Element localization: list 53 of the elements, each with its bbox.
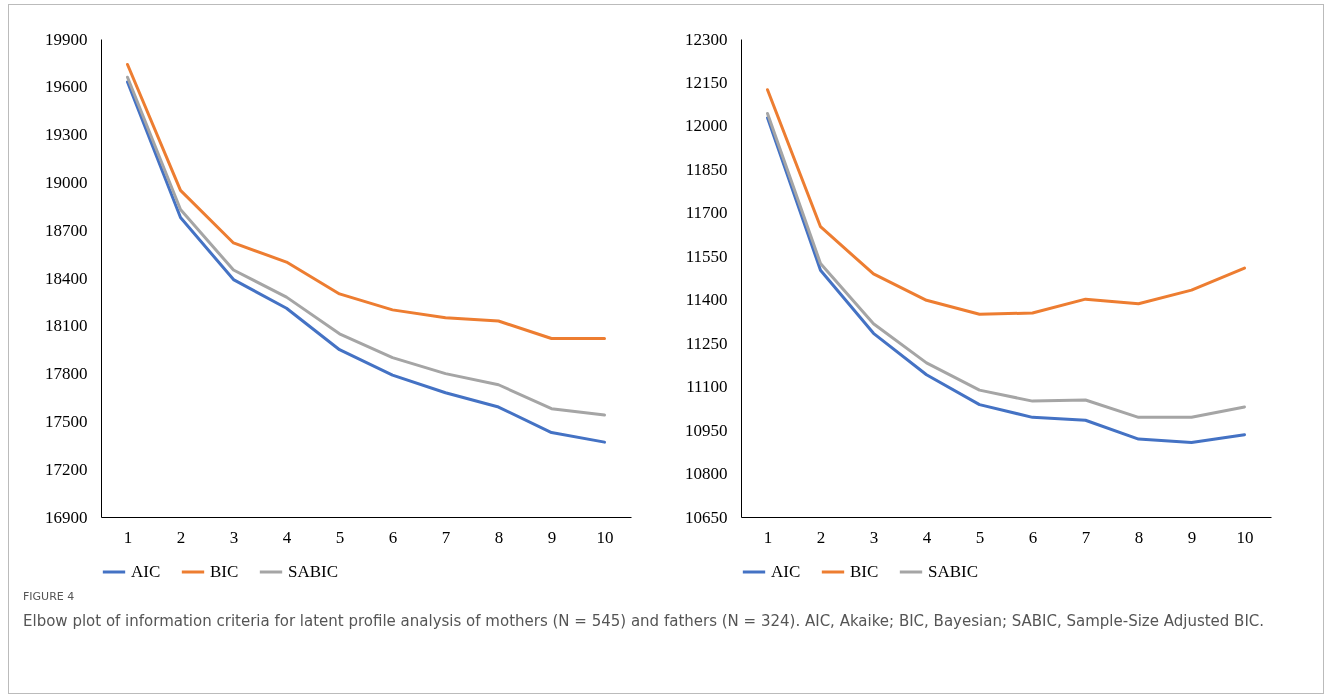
legend-label: BIC	[850, 562, 879, 581]
y-tick-label: 10950	[685, 420, 728, 440]
y-tick-label: 18400	[45, 268, 88, 288]
legend-label: BIC	[210, 562, 239, 581]
caption: FIGURE 4	[23, 590, 76, 603]
y-tick-label: 11250	[685, 333, 728, 353]
y-tick-label: 18700	[45, 220, 88, 240]
x-tick-label: 5	[335, 527, 345, 547]
line-series	[766, 88, 1246, 316]
x-tick-label: 4	[282, 527, 292, 547]
y-tick-label: 18100	[45, 316, 88, 336]
y-tick-label: 11700	[685, 203, 728, 223]
x-tick-label: 4	[922, 527, 932, 547]
x-tick-label: 8	[494, 527, 504, 547]
y-tick-label: 17200	[45, 459, 88, 479]
x-tick-label: 3	[229, 527, 239, 547]
x-tick-label: 9	[547, 527, 557, 547]
y-tick-label: 17800	[45, 364, 88, 384]
y-tick-label: 12150	[685, 72, 728, 92]
legend-label: AIC	[771, 562, 801, 581]
y-tick-label: 10650	[685, 507, 728, 527]
y-tick-label: 17500	[45, 411, 88, 431]
legend-label: AIC	[131, 562, 161, 581]
y-tick-label: 12300	[685, 29, 728, 49]
x-tick-label: 2	[176, 527, 186, 547]
x-tick-label: 7	[441, 527, 451, 547]
x-tick-label: 8	[1134, 527, 1144, 547]
text: Elbow plot of information criteria for latent profile analysis of mothers (N = 545) and fathers (N = 324). AIC, Akaike; BIC, Bayesian; SABIC, Sample-Size Adjusted BIC.	[23, 611, 1266, 632]
x-tick-label: 3	[869, 527, 879, 547]
legend-label: SABIC	[928, 562, 979, 581]
x-tick-label: 1	[123, 527, 133, 547]
y-tick-label: 19900	[45, 29, 88, 49]
y-tick-label: 10800	[685, 464, 728, 484]
x-tick-label: 2	[816, 527, 826, 547]
x-tick-label: 6	[388, 527, 398, 547]
legend-label: SABIC	[288, 562, 339, 581]
x-tick-label: 1	[763, 527, 773, 547]
y-tick-label: 11100	[686, 377, 728, 397]
y-tick-label: 19000	[45, 172, 88, 192]
x-tick-label: 7	[1081, 527, 1091, 547]
x-tick-label: 5	[975, 527, 985, 547]
y-tick-label: 19600	[45, 77, 88, 97]
x-tick-label: 9	[1187, 527, 1197, 547]
y-tick-label: 11400	[685, 290, 728, 310]
y-tick-label: 19300	[45, 125, 88, 145]
line-series	[126, 62, 606, 341]
x-tick-label: 6	[1028, 527, 1038, 547]
y-tick-label: 12000	[685, 116, 728, 136]
y-tick-label: 11850	[685, 159, 728, 179]
y-tick-label: 11550	[685, 246, 728, 266]
x-tick-label: 10	[1236, 527, 1254, 547]
x-tick-label: 10	[596, 527, 614, 547]
y-tick-label: 16900	[45, 507, 88, 527]
